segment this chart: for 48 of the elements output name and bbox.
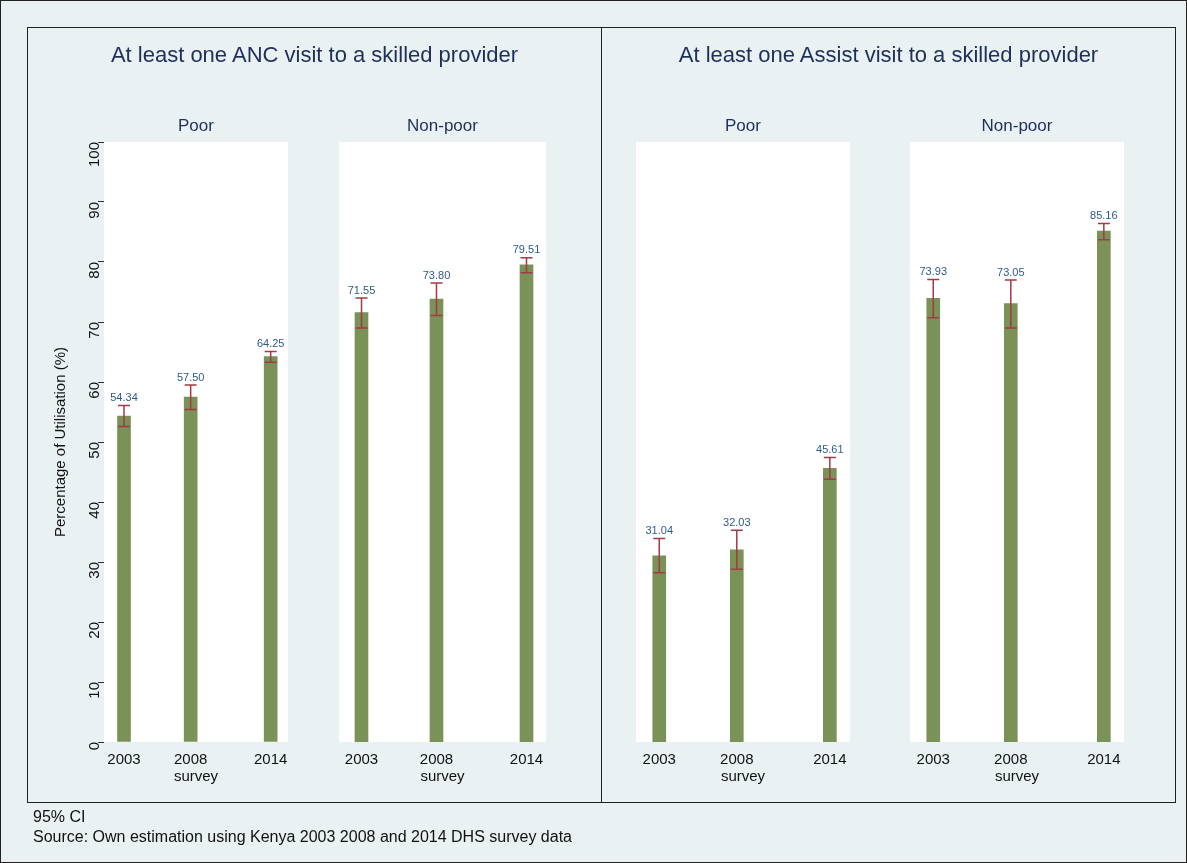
x-tick-label: 2014 [253,750,288,768]
x-tick-label: 2008 [419,750,454,768]
y-tick-label: 20 [85,622,103,639]
data-label: 31.04 [645,524,674,537]
y-tick-label: 30 [85,562,103,579]
chart-subtitle: Non-poor [980,116,1054,136]
y-tick-label: 50 [85,442,103,459]
x-tick-label: 2014 [813,750,847,768]
x-axis-title: survey [173,767,219,785]
x-tick-label: 2003 [107,750,141,768]
data-label: 32.03 [723,515,751,528]
y-tick-label: 80 [85,262,103,279]
y-tick-label: 40 [85,502,103,519]
x-tick-label: 2008 [173,750,208,768]
x-tick-label: 2003 [344,750,379,768]
data-label: 73.93 [919,264,948,277]
y-axis-title: Percentage of Utilisation (%) [51,346,69,538]
chart-subtitle: Non-poor [406,116,479,136]
x-axis-title: survey [994,767,1040,785]
y-tick-label: 10 [85,682,103,699]
y-tick-label: 100 [85,142,103,168]
chart-title: At least one ANC visit to a skilled provider [109,42,520,68]
data-label: 54.34 [110,390,138,403]
chart-title: At least one Assist visit to a skilled provider [677,42,1100,68]
x-tick-label: 2003 [916,750,950,768]
source-note: Source: Own estimation using Kenya 2003 2008 and 2014 DHS survey data [33,827,572,847]
data-label: 71.55 [347,283,376,296]
data-label: 73.05 [997,265,1025,278]
text: 95% CI [33,807,87,827]
y-tick-label: 60 [85,382,103,399]
y-tick-label: 0 [85,742,103,751]
data-label: 57.50 [176,370,205,383]
chart-subtitle: Poor [724,116,762,136]
x-tick-label: 2014 [1087,750,1121,768]
y-tick-label: 90 [85,202,103,219]
data-label: 64.25 [256,336,285,349]
y-tick-label: 70 [85,322,103,339]
data-label: 73.80 [422,268,451,281]
x-tick-label: 2014 [509,750,544,768]
data-label: 45.61 [816,443,844,456]
x-axis-title: survey [420,767,466,785]
x-tick-label: 2003 [642,750,676,768]
chart-subtitle: Poor [177,116,215,136]
x-tick-label: 2008 [720,750,754,768]
data-label: 79.51 [512,243,541,256]
x-tick-label: 2008 [994,750,1028,768]
x-axis-title: survey [720,767,766,785]
data-label: 85.16 [1090,209,1118,222]
